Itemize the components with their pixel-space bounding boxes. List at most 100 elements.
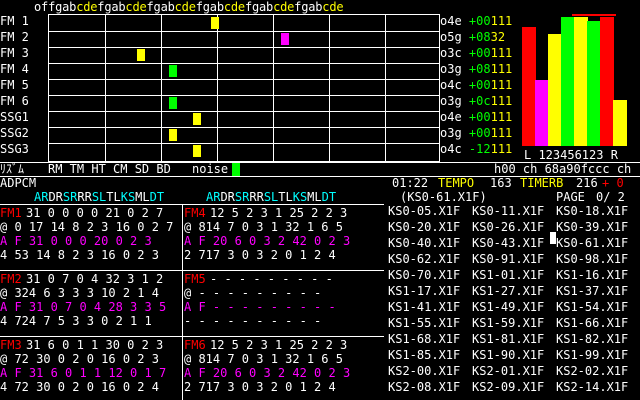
fm-operator-row[interactable]: @ 814 7 0 3 1 32 1 6 5 (184, 352, 343, 366)
rhythm-label: ﾘｽﾞﾑ (0, 162, 25, 176)
file-item[interactable]: KS0-39.X1F (556, 220, 629, 234)
file-item[interactable]: KS2-09.X1F (472, 380, 545, 394)
file-item[interactable]: KS1-27.X1F (472, 284, 545, 298)
fm-operator-row[interactable]: 2 717 3 0 3 2 0 1 2 4 (184, 380, 336, 394)
fm-operator-row[interactable]: A F 20 6 0 3 2 42 0 2 3 (184, 366, 351, 380)
octave: o4c (440, 142, 462, 156)
file-item[interactable]: KS1-82.X1F (556, 332, 629, 346)
fm-operator-row[interactable]: 12 5 2 3 1 25 2 2 3 (210, 338, 348, 352)
op-header-left: ARDRSRRRSLTLKSMLDT (34, 190, 164, 204)
file-item[interactable]: KS1-68.X1F (388, 332, 461, 346)
fm-operator-row[interactable]: A F 31 0 0 0 20 0 2 3 (0, 234, 152, 248)
fm-operator-row[interactable]: A F 31 0 7 0 4 28 3 3 5 (0, 300, 167, 314)
status-row: ADPCM 01:22 TEMPO 163 TIMERB 216 + 0 (0, 176, 640, 190)
channel-meta-row: o3g +0c111 (440, 94, 520, 108)
tempo-value: 163 (490, 176, 512, 190)
fm-operator-row[interactable]: - - - - - - - - - (210, 272, 333, 286)
file-item[interactable]: KS1-99.X1F (556, 348, 629, 362)
detune: +08 (461, 30, 491, 44)
file-item[interactable]: KS0-05.X1F (388, 204, 461, 218)
file-item[interactable]: KS2-14.X1F (556, 380, 629, 394)
file-item[interactable]: KS0-18.X1F (556, 204, 629, 218)
level-labels: L 123456123 R (524, 148, 618, 162)
note-marker (281, 33, 289, 45)
fm-operator-row[interactable]: 4 72 30 0 2 0 16 0 2 4 (0, 380, 159, 394)
file-item[interactable]: KS2-08.X1F (388, 380, 461, 394)
key-letter: g (104, 0, 112, 14)
fm-operator-row[interactable]: @ - - - - - - - - - (184, 286, 322, 300)
fm-operator-row[interactable]: 4 724 7 5 3 3 0 2 1 1 (0, 314, 152, 328)
adpcm-label: ADPCM (0, 176, 37, 190)
file-item[interactable]: KS1-41.X1F (388, 300, 461, 314)
file-item[interactable]: KS0-26.X1F (472, 220, 545, 234)
key-letter: c (76, 0, 84, 14)
file-item[interactable]: KS0-40.X1F (388, 236, 461, 250)
file-item[interactable]: KS1-16.X1F (556, 268, 629, 282)
mask: 32 (490, 30, 506, 44)
fm-panel-name: FM1 (0, 206, 22, 220)
file-item[interactable]: KS0-20.X1F (388, 220, 461, 234)
file-item[interactable]: KS1-81.X1F (472, 332, 545, 346)
fm-operator-row[interactable]: A F 20 6 0 3 2 42 0 2 3 (184, 234, 351, 248)
fm-operator-row[interactable]: A F 31 6 0 1 1 12 0 1 7 (0, 366, 167, 380)
file-item[interactable]: KS0-62.X1F (388, 252, 461, 266)
file-item[interactable]: KS1-66.X1F (556, 316, 629, 330)
file-item[interactable]: KS2-00.X1F (388, 364, 461, 378)
key-letter: f (195, 0, 203, 14)
note-marker (193, 145, 201, 157)
level-bar (600, 16, 614, 146)
file-item[interactable]: KS1-90.X1F (472, 348, 545, 362)
octave: o3g (440, 94, 462, 108)
channel-label: FM 6 (0, 94, 29, 108)
key-letter: f (146, 0, 154, 14)
note-marker (137, 49, 145, 61)
file-item[interactable]: KS2-01.X1F (472, 364, 545, 378)
fm-operator-row[interactable]: @ 72 30 0 2 0 16 0 2 3 (0, 352, 159, 366)
mask: 111 (490, 14, 513, 28)
file-item[interactable]: KS0-43.X1F (472, 236, 545, 250)
octave: o3g (440, 126, 462, 140)
file-item[interactable]: KS0-61.X1F (556, 236, 629, 250)
fm-operator-row[interactable]: @ 324 6 3 3 3 10 2 1 4 (0, 286, 159, 300)
fm-operator-row[interactable]: 4 53 14 8 2 3 16 0 2 3 (0, 248, 159, 262)
channel-label: SSG2 (0, 126, 29, 140)
op-header-cell: AR (206, 190, 221, 204)
key-letter: f (244, 0, 252, 14)
file-item[interactable]: KS2-02.X1F (556, 364, 629, 378)
fm-operator-row[interactable]: @ 0 17 14 8 2 3 16 0 2 7 (0, 220, 174, 234)
fm-operator-row[interactable]: 31 6 0 1 1 30 0 2 3 (26, 338, 164, 352)
file-item[interactable]: KS1-01.X1F (472, 268, 545, 282)
key-letter: b (118, 0, 126, 14)
op-header-cell: SR (62, 190, 78, 204)
fm-operator-row[interactable]: - - - - - - - - - - (184, 314, 322, 328)
key-letter: c (223, 0, 231, 14)
detune: +00 (461, 110, 491, 124)
fm-operator-row[interactable]: 2 717 3 0 3 2 0 1 2 4 (184, 248, 336, 262)
file-item[interactable]: KS1-85.X1F (388, 348, 461, 362)
file-item[interactable]: KS1-59.X1F (472, 316, 545, 330)
fm-operator-row[interactable]: 12 5 2 3 1 25 2 2 3 (210, 206, 348, 220)
file-item[interactable]: KS1-54.X1F (556, 300, 629, 314)
key-letter: d (329, 0, 337, 14)
rhythm-noise: noise (192, 162, 229, 176)
file-item[interactable]: KS1-55.X1F (388, 316, 461, 330)
fm-operator-row[interactable]: @ 814 7 0 3 1 32 1 6 5 (184, 220, 343, 234)
file-item[interactable]: KS0-98.X1F (556, 252, 629, 266)
detune: +0c (461, 94, 491, 108)
channel-meta-row: o5g +0832 (440, 30, 520, 44)
note-marker (169, 129, 177, 141)
fm-operator-row[interactable]: 31 0 0 0 0 21 0 2 7 (26, 206, 164, 220)
file-item[interactable]: KS0-91.X1F (472, 252, 545, 266)
level-bar (535, 80, 549, 146)
file-item[interactable]: KS0-70.X1F (388, 268, 461, 282)
channel-label: FM 1 (0, 14, 29, 28)
file-cursor (550, 232, 556, 244)
file-item[interactable]: KS1-49.X1F (472, 300, 545, 314)
op-header-cell: ML (307, 190, 322, 204)
fm-operator-row[interactable]: A F - - - - - - - - - (184, 300, 336, 314)
file-item[interactable]: KS1-17.X1F (388, 284, 461, 298)
file-item[interactable]: KS1-37.X1F (556, 284, 629, 298)
channel-label: FM 3 (0, 46, 29, 60)
fm-operator-row[interactable]: 31 0 7 0 4 32 3 1 2 (26, 272, 164, 286)
file-item[interactable]: KS0-11.X1F (472, 204, 545, 218)
